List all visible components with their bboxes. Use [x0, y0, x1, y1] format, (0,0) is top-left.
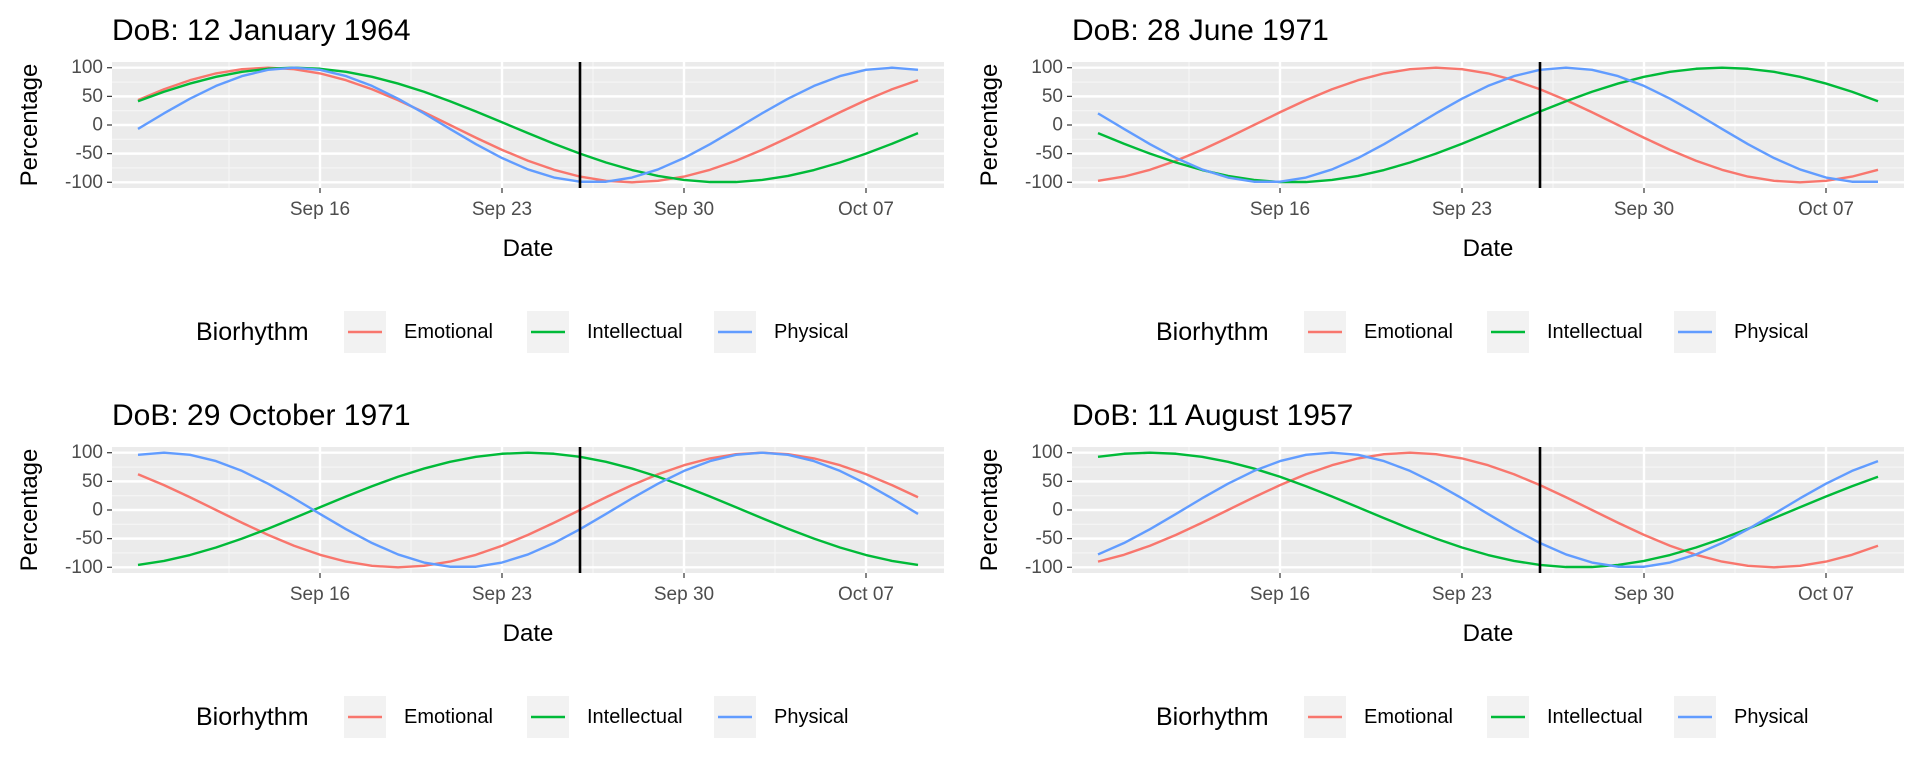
legend-label-emotional: Emotional: [404, 706, 493, 728]
x-axis-title: Date: [503, 620, 554, 647]
x-tick-label: Sep 30: [1614, 584, 1674, 605]
legend-label-intellectual: Intellectual: [587, 321, 683, 343]
y-tick-label: -100: [1025, 172, 1063, 193]
x-tick-label: Sep 16: [1250, 199, 1310, 220]
x-tick-label: Oct 07: [838, 199, 894, 220]
chart-panel-4: 100 50 0 -50 -100 Sep 16 Sep 23 Sep 30 Oct 07 DoB…: [976, 399, 1904, 738]
chart-panel-1: 100 50 0 -50 -100 Sep 16 Sep 23 Sep 30 Oct 07 DoB…: [16, 14, 944, 353]
x-tick-label: Sep 23: [1432, 584, 1492, 605]
y-tick-label: 0: [92, 500, 103, 521]
x-axis-title: Date: [1463, 620, 1514, 647]
legend-label-physical: Physical: [774, 706, 848, 728]
y-axis-title: Percentage: [16, 449, 43, 572]
y-tick-label: 50: [1042, 471, 1063, 492]
series-line-intellectual: [137, 451, 919, 567]
y-axis-title: Percentage: [976, 449, 1003, 572]
y-tick-label: -50: [1036, 143, 1063, 164]
y-tick-label: -100: [65, 557, 103, 578]
legend-title: Biorhythm: [196, 318, 309, 346]
chart-panel-3: 100 50 0 -50 -100 Sep 16 Sep 23 Sep 30 Oct 07 DoB…: [16, 399, 944, 738]
x-tick-label: Sep 23: [472, 584, 532, 605]
chart-title: DoB: 28 June 1971: [1072, 14, 1329, 47]
x-tick-label: Oct 07: [1798, 584, 1854, 605]
y-tick-label: -100: [65, 172, 103, 193]
legend: Biorhythm Emotional Intellectual Physical: [1156, 696, 1808, 738]
y-tick-label: 100: [71, 57, 103, 78]
legend: Biorhythm Emotional Intellectual Physical: [196, 311, 848, 353]
y-tick-label: 50: [82, 86, 103, 107]
legend-title: Biorhythm: [1156, 703, 1269, 731]
series-line-physical: [1097, 66, 1878, 183]
x-axis-title: Date: [503, 235, 554, 262]
legend-label-intellectual: Intellectual: [587, 706, 683, 728]
series-line-emotional: [1097, 66, 1879, 184]
x-tick-label: Sep 23: [1432, 199, 1492, 220]
y-tick-label: 0: [92, 115, 103, 136]
y-tick-label: 100: [71, 442, 103, 463]
y-tick-label: -50: [76, 143, 103, 164]
y-tick-label: -50: [76, 528, 103, 549]
x-tick-label: Sep 16: [290, 584, 350, 605]
legend-label-intellectual: Intellectual: [1547, 321, 1643, 343]
series-line-intellectual: [1097, 66, 1879, 184]
x-tick-label: Sep 16: [290, 199, 350, 220]
legend: Biorhythm Emotional Intellectual Physical: [196, 696, 848, 738]
chart-panel-2: 100 50 0 -50 -100 Sep 16 Sep 23 Sep 30 Oct 07 DoB…: [976, 14, 1904, 353]
y-tick-label: -50: [1036, 528, 1063, 549]
legend-label-physical: Physical: [1734, 321, 1808, 343]
y-tick-label: 0: [1052, 115, 1063, 136]
y-tick-label: 0: [1052, 500, 1063, 521]
legend-title: Biorhythm: [196, 703, 309, 731]
x-tick-label: Sep 30: [654, 584, 714, 605]
y-tick-label: -100: [1025, 557, 1063, 578]
legend-label-physical: Physical: [774, 321, 848, 343]
legend-label-physical: Physical: [1734, 706, 1808, 728]
x-tick-label: Sep 23: [472, 199, 532, 220]
legend: Biorhythm Emotional Intellectual Physical: [1156, 311, 1808, 353]
legend-label-emotional: Emotional: [404, 321, 493, 343]
series-line-physical: [137, 451, 919, 568]
legend-label-intellectual: Intellectual: [1547, 706, 1643, 728]
chart-title: DoB: 29 October 1971: [112, 399, 411, 432]
legend-label-emotional: Emotional: [1364, 706, 1453, 728]
y-tick-label: 50: [82, 471, 103, 492]
chart-title: DoB: 12 January 1964: [112, 14, 411, 47]
x-tick-label: Sep 16: [1250, 584, 1310, 605]
legend-title: Biorhythm: [1156, 318, 1269, 346]
legend-label-emotional: Emotional: [1364, 321, 1453, 343]
x-axis-title: Date: [1463, 235, 1514, 262]
y-tick-label: 100: [1031, 57, 1063, 78]
x-tick-label: Oct 07: [838, 584, 894, 605]
x-tick-label: Sep 30: [1614, 199, 1674, 220]
y-axis-title: Percentage: [16, 64, 43, 187]
chart-title: DoB: 11 August 1957: [1072, 399, 1353, 432]
y-axis-title: Percentage: [976, 64, 1003, 187]
series-line-physical: [137, 66, 919, 183]
x-tick-label: Sep 30: [654, 199, 714, 220]
y-tick-label: 50: [1042, 86, 1063, 107]
x-tick-label: Oct 07: [1798, 199, 1854, 220]
series-line-physical: [1097, 451, 1879, 568]
y-tick-label: 100: [1031, 442, 1063, 463]
series-line-emotional: [1097, 451, 1879, 569]
